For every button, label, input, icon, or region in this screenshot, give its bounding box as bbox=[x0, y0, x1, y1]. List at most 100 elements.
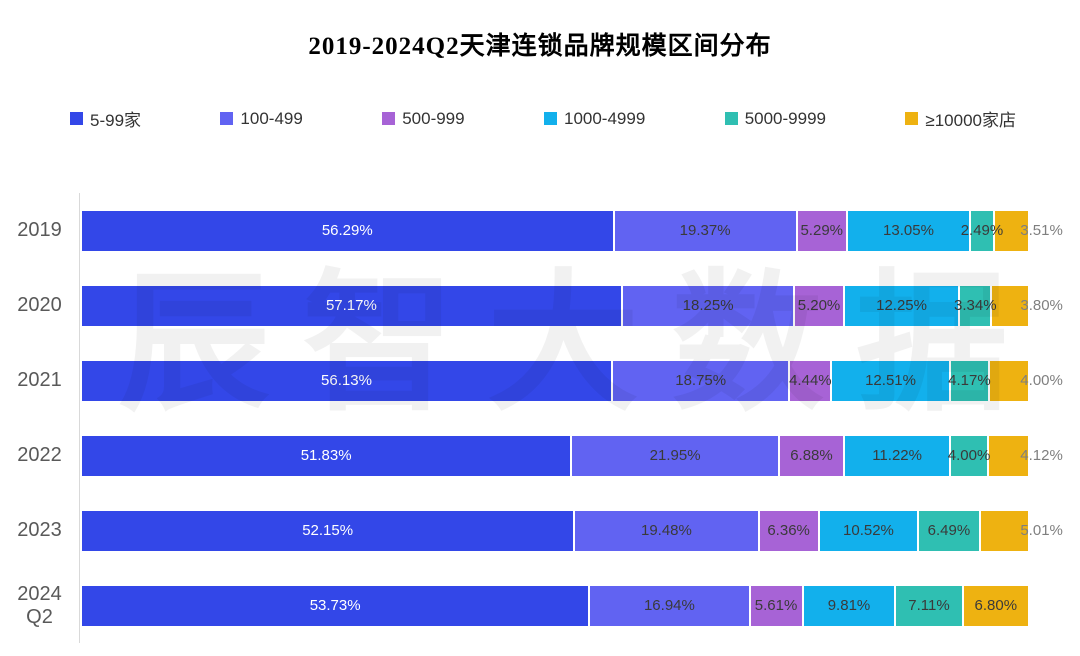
bar-row-2019: 56.29% 19.37% 5.29% 13.05% 2.49% 3.51% bbox=[82, 193, 1063, 268]
legend-swatch-icon bbox=[220, 112, 234, 125]
bar-segment: 18.75% bbox=[612, 360, 791, 401]
stacked-bar: 56.29% 19.37% 5.29% 13.05% 2.49% 3.51% bbox=[82, 210, 1063, 251]
stacked-bar: 57.17% 18.25% 5.20% 12.25% 3.34% 3.80% bbox=[82, 285, 1063, 326]
stacked-bar: 56.13% 18.75% 4.44% 12.51% 4.17% 4.00% bbox=[82, 360, 1063, 401]
bar-segment: 56.29% bbox=[82, 210, 615, 251]
bar-segment: 4.17% bbox=[948, 360, 991, 401]
bar-segment: 5.29% bbox=[797, 210, 848, 251]
legend-label: 100-499 bbox=[240, 108, 303, 128]
bar-row-2023: 52.15% 19.48% 6.36% 10.52% 6.49% 5.01% bbox=[82, 493, 1063, 568]
bar-segment: 4.44% bbox=[789, 360, 833, 401]
bar-segment: 21.95% bbox=[572, 435, 780, 476]
y-axis-labels: 2019 2020 2021 2022 2023 2024 Q2 bbox=[0, 193, 79, 643]
value-label: 21.95% bbox=[649, 447, 701, 464]
value-label: 3.80% bbox=[1020, 297, 1063, 314]
value-label: 56.13% bbox=[321, 372, 372, 389]
bar-row-2021: 56.13% 18.75% 4.44% 12.51% 4.17% 4.00% bbox=[82, 343, 1063, 418]
bar-segment: 5.20% bbox=[795, 285, 845, 326]
bar-segment: 13.05% bbox=[847, 210, 972, 251]
category-label: 2024 Q2 bbox=[17, 582, 62, 628]
value-label: 4.12% bbox=[1020, 447, 1063, 464]
bar-segment: 16.94% bbox=[590, 585, 751, 626]
category-label: 2023 bbox=[17, 519, 62, 541]
value-label: 51.83% bbox=[300, 447, 352, 464]
legend-label: ≥10000家店 bbox=[925, 111, 1016, 130]
category-label: 2021 bbox=[17, 369, 62, 391]
chart-title: 2019-2024Q2天津连锁品牌规模区间分布 bbox=[308, 33, 772, 60]
value-label: 10.52% bbox=[843, 522, 894, 539]
legend-item-4: 5000-9999 bbox=[724, 106, 826, 131]
value-label: 4.17% bbox=[948, 372, 991, 389]
value-label: 19.48% bbox=[640, 522, 692, 539]
bar-segment: 56.13% bbox=[82, 360, 613, 401]
bar-segment: 6.88% bbox=[779, 435, 846, 476]
bar-segment: 6.80% bbox=[963, 585, 1028, 626]
value-label: 3.51% bbox=[1020, 222, 1063, 239]
bar-segment: 57.17% bbox=[82, 285, 623, 326]
value-label: 57.17% bbox=[325, 297, 377, 314]
bar-segment: 6.36% bbox=[759, 510, 820, 551]
legend: 5-99家 100-499 500-999 1000-4999 5000-9999 ≥10… bbox=[70, 106, 1016, 131]
bar-segment: 11.22% bbox=[845, 435, 952, 476]
value-label: 6.49% bbox=[927, 522, 971, 539]
bar-segment: 18.25% bbox=[622, 285, 796, 326]
value-label: 53.73% bbox=[309, 597, 361, 614]
legend-label: 500-999 bbox=[402, 108, 465, 128]
value-label: 7.11% bbox=[908, 597, 950, 614]
legend-swatch-icon bbox=[382, 112, 396, 125]
value-label: 12.51% bbox=[865, 372, 916, 389]
bar-segment: 3.80% bbox=[992, 285, 1063, 326]
bar-segment: 12.51% bbox=[832, 360, 951, 401]
bar-segment: 4.00% bbox=[947, 435, 991, 476]
value-label: 18.25% bbox=[682, 297, 734, 314]
bar-segment: 5.01% bbox=[980, 510, 1063, 551]
value-label: 4.00% bbox=[1020, 372, 1063, 389]
bars-area: 56.29% 19.37% 5.29% 13.05% 2.49% 3.51% 57.17% 1… bbox=[79, 193, 1080, 643]
value-label: 19.37% bbox=[679, 222, 731, 239]
stacked-bar: 51.83% 21.95% 6.88% 11.22% 4.00% 4.12% bbox=[82, 435, 1063, 476]
value-label: 5.01% bbox=[1020, 522, 1063, 539]
bar-segment: 6.49% bbox=[919, 510, 981, 551]
category-label: 2019 bbox=[17, 219, 62, 241]
bar-row-2024Q2: 53.73% 16.94% 5.61% 9.81% 7.11% 6.80% bbox=[82, 568, 1028, 643]
legend-swatch-icon bbox=[543, 112, 557, 125]
legend-item-5: ≥10000家店 bbox=[905, 106, 1016, 131]
stacked-bar: 52.15% 19.48% 6.36% 10.52% 6.49% 5.01% bbox=[82, 510, 1063, 551]
bar-segment: 53.73% bbox=[82, 585, 591, 626]
value-label: 6.88% bbox=[790, 447, 833, 464]
value-label: 4.00% bbox=[947, 447, 991, 464]
bar-segment: 19.37% bbox=[614, 210, 798, 251]
value-label: 5.61% bbox=[754, 597, 798, 614]
bar-segment: 10.52% bbox=[819, 510, 920, 551]
value-label: 13.05% bbox=[883, 222, 934, 239]
legend-swatch-icon bbox=[905, 112, 919, 125]
legend-item-3: 1000-4999 bbox=[543, 106, 646, 131]
value-label: 3.34% bbox=[954, 297, 997, 314]
legend-swatch-icon bbox=[724, 112, 738, 125]
value-label: 56.29% bbox=[321, 222, 373, 239]
bar-segment: 5.61% bbox=[750, 585, 804, 626]
category-label: 2020 bbox=[17, 294, 62, 316]
value-label: 12.25% bbox=[876, 297, 927, 314]
value-label: 5.20% bbox=[797, 297, 841, 314]
legend-label: 5-99家 bbox=[90, 111, 142, 130]
legend-item-0: 5-99家 bbox=[70, 106, 141, 131]
bar-segment: 4.12% bbox=[988, 435, 1063, 476]
bar-row-2020: 57.17% 18.25% 5.20% 12.25% 3.34% 3.80% bbox=[82, 268, 1063, 343]
value-label: 2.49% bbox=[960, 222, 1004, 239]
bar-segment: 9.81% bbox=[803, 585, 897, 626]
bar-segment: 3.51% bbox=[994, 210, 1063, 251]
value-label: 11.22% bbox=[872, 447, 922, 464]
legend-item-2: 500-999 bbox=[382, 106, 465, 131]
value-label: 6.36% bbox=[767, 522, 810, 539]
category-label: 2022 bbox=[17, 444, 62, 466]
legend-label: 5000-9999 bbox=[744, 108, 826, 128]
legend-label: 1000-4999 bbox=[563, 108, 646, 128]
value-label: 5.29% bbox=[800, 222, 844, 239]
value-label: 6.80% bbox=[974, 597, 1018, 614]
stacked-bar: 53.73% 16.94% 5.61% 9.81% 7.11% 6.80% bbox=[82, 585, 1028, 626]
plot-area: 2019 2020 2021 2022 2023 2024 Q2 56.29% 19.37%… bbox=[0, 193, 1080, 643]
value-label: 52.15% bbox=[302, 522, 354, 539]
bar-segment: 7.11% bbox=[896, 585, 964, 626]
